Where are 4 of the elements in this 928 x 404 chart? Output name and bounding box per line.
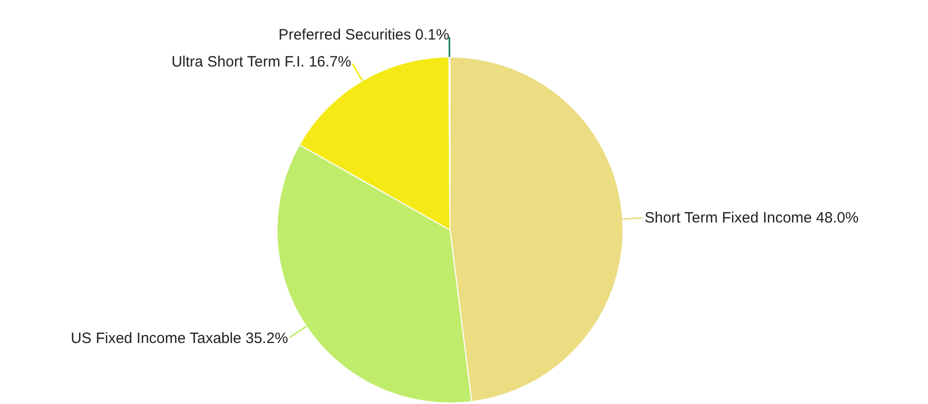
slice-label: Short Term Fixed Income 48.0%	[644, 209, 859, 226]
slice-label: Preferred Securities 0.1%	[278, 26, 450, 44]
slice-label: US Fixed Income Taxable 35.2%	[70, 330, 288, 348]
slice-label: Ultra Short Term F.I. 16.7%	[171, 53, 352, 70]
